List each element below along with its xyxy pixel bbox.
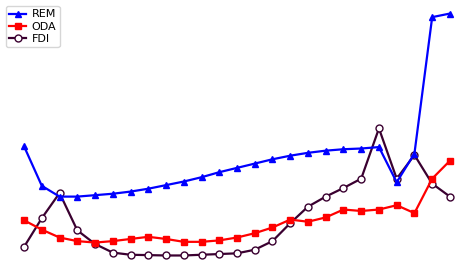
FDI (199, 253, 204, 256)
REM (394, 181, 400, 184)
ODA (323, 216, 328, 219)
ODA (199, 240, 204, 243)
REM (270, 158, 275, 161)
ODA (234, 236, 240, 239)
ODA (92, 241, 98, 244)
Line: FDI: FDI (20, 125, 454, 259)
FDI (341, 186, 346, 190)
REM (287, 154, 293, 157)
REM (376, 145, 382, 149)
ODA (341, 208, 346, 211)
FDI (181, 254, 187, 257)
ODA (411, 211, 417, 215)
Legend: REM, ODA, FDI: REM, ODA, FDI (6, 6, 60, 47)
REM (163, 183, 169, 187)
FDI (110, 251, 116, 254)
REM (110, 192, 116, 195)
FDI (92, 242, 98, 246)
REM (358, 147, 364, 150)
ODA (447, 159, 453, 162)
FDI (429, 182, 435, 185)
FDI (128, 253, 133, 256)
FDI (323, 195, 328, 198)
REM (57, 195, 63, 198)
ODA (74, 239, 80, 243)
Line: ODA: ODA (20, 157, 454, 246)
REM (323, 149, 328, 152)
ODA (181, 240, 187, 243)
REM (128, 190, 133, 193)
ODA (429, 177, 435, 180)
ODA (376, 208, 382, 211)
ODA (270, 226, 275, 229)
REM (74, 195, 80, 198)
REM (92, 194, 98, 197)
ODA (252, 232, 257, 235)
REM (411, 152, 417, 155)
ODA (163, 237, 169, 241)
ODA (217, 239, 222, 242)
Line: REM: REM (20, 10, 454, 200)
REM (252, 162, 257, 165)
ODA (128, 237, 133, 241)
FDI (358, 177, 364, 180)
FDI (39, 216, 45, 220)
ODA (39, 228, 45, 231)
REM (39, 184, 45, 187)
FDI (376, 127, 382, 130)
FDI (234, 252, 240, 255)
ODA (146, 235, 151, 238)
ODA (305, 220, 311, 223)
ODA (57, 236, 63, 239)
FDI (394, 177, 400, 180)
FDI (411, 153, 417, 157)
FDI (305, 205, 311, 208)
REM (217, 171, 222, 174)
ODA (394, 204, 400, 207)
REM (146, 187, 151, 190)
REM (429, 16, 435, 19)
FDI (146, 253, 151, 257)
FDI (252, 248, 257, 251)
REM (199, 176, 204, 179)
FDI (447, 195, 453, 198)
ODA (358, 209, 364, 213)
REM (181, 180, 187, 183)
FDI (217, 252, 222, 256)
ODA (110, 239, 116, 243)
REM (341, 148, 346, 151)
FDI (21, 245, 27, 248)
FDI (287, 221, 293, 225)
REM (21, 145, 27, 148)
FDI (74, 229, 80, 232)
ODA (287, 218, 293, 221)
FDI (163, 254, 169, 257)
ODA (21, 219, 27, 222)
FDI (270, 239, 275, 243)
REM (447, 12, 453, 15)
REM (234, 166, 240, 169)
REM (305, 151, 311, 154)
FDI (57, 191, 63, 195)
